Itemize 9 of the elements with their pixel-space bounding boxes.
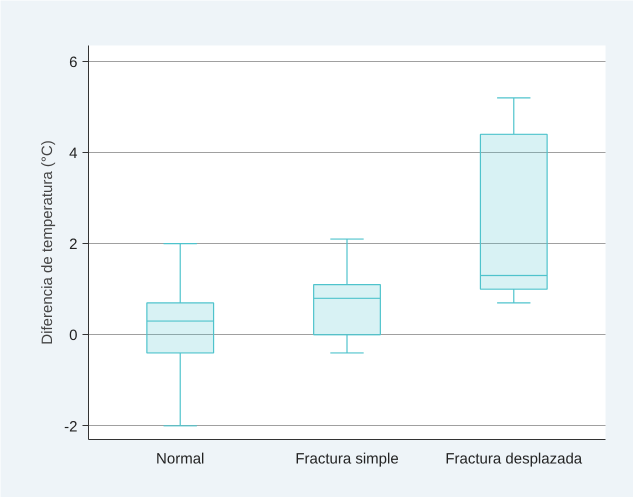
x-tick-label: Fractura simple [295,450,399,468]
y-tick-label: 2 [69,236,78,254]
y-axis-title: Diferencia de temperatura (°C) [39,140,56,345]
y-tick-label: 4 [69,145,78,162]
y-tick-label: 6 [69,54,78,71]
y-tick-label: -2 [64,418,78,436]
x-tick-label: Fractura desplazada [445,450,583,468]
x-tick-label: Normal [156,450,204,468]
y-tick-label: 0 [69,327,78,344]
